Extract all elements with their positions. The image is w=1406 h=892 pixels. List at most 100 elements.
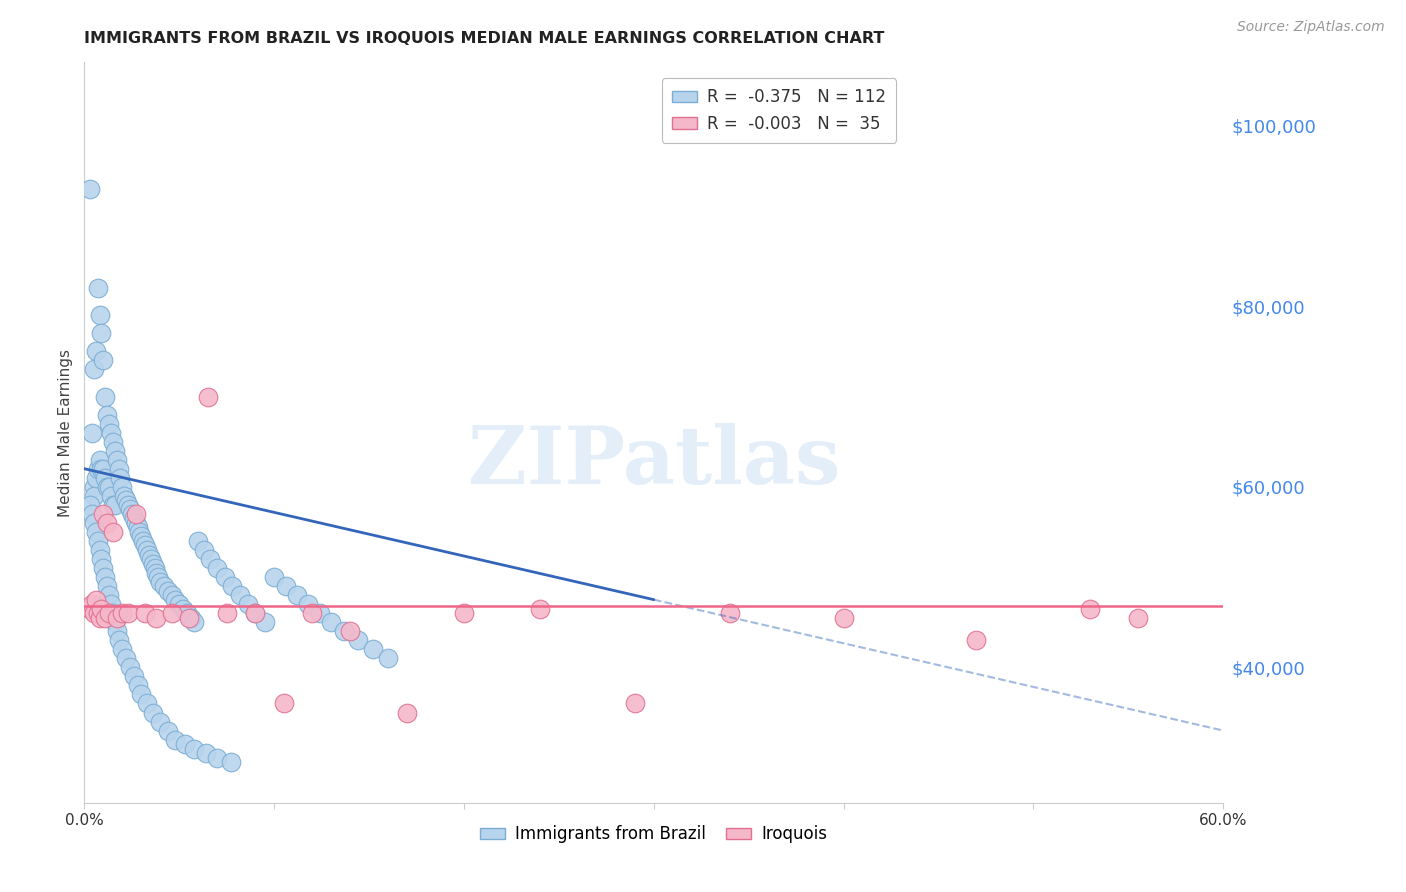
Point	[86, 461, 108, 475]
Point	[101, 606, 124, 620]
Point	[118, 660, 141, 674]
Point	[134, 539, 156, 553]
Point	[90, 326, 112, 341]
Point	[118, 502, 141, 516]
Point	[89, 452, 111, 467]
Point	[124, 516, 146, 530]
Y-axis label: Median Male Earnings: Median Male Earnings	[58, 349, 73, 516]
Point	[832, 610, 855, 624]
Point	[136, 697, 159, 711]
Point	[86, 281, 108, 295]
Point	[245, 606, 267, 620]
Point	[169, 597, 191, 611]
Point	[198, 552, 221, 566]
Point	[98, 480, 121, 494]
Point	[100, 597, 122, 611]
Point	[176, 606, 198, 620]
Point	[79, 601, 101, 615]
Point	[966, 633, 988, 648]
Point	[396, 706, 419, 720]
Point	[245, 606, 267, 620]
Point	[193, 543, 215, 558]
Point	[83, 362, 105, 376]
Point	[297, 597, 319, 611]
Point	[96, 408, 118, 422]
Point	[80, 597, 103, 611]
Point	[253, 615, 276, 630]
Point	[94, 570, 117, 584]
Point	[156, 723, 179, 738]
Point	[89, 543, 111, 558]
Point	[83, 606, 105, 620]
Point	[333, 624, 356, 639]
Point	[377, 651, 399, 665]
Point	[149, 574, 172, 589]
Point	[100, 489, 122, 503]
Point	[121, 507, 143, 521]
Point	[160, 606, 183, 620]
Point	[115, 493, 138, 508]
Point	[718, 606, 741, 620]
Point	[172, 601, 194, 615]
Point	[96, 516, 118, 530]
Point	[139, 552, 162, 566]
Point	[105, 452, 128, 467]
Point	[86, 606, 108, 620]
Point	[214, 570, 236, 584]
Point	[183, 615, 205, 630]
Point	[321, 615, 343, 630]
Point	[96, 579, 118, 593]
Point	[105, 610, 128, 624]
Point	[142, 557, 165, 571]
Point	[219, 755, 242, 769]
Point	[339, 624, 361, 639]
Point	[132, 533, 155, 548]
Text: IMMIGRANTS FROM BRAZIL VS IROQUOIS MEDIAN MALE EARNINGS CORRELATION CHART: IMMIGRANTS FROM BRAZIL VS IROQUOIS MEDIA…	[84, 31, 884, 46]
Point	[83, 516, 105, 530]
Point	[105, 624, 128, 639]
Point	[165, 592, 187, 607]
Point	[111, 480, 134, 494]
Point	[229, 588, 252, 602]
Point	[79, 182, 101, 196]
Point	[127, 678, 149, 692]
Point	[194, 746, 217, 760]
Point	[361, 642, 384, 657]
Point	[107, 633, 129, 648]
Point	[263, 570, 285, 584]
Point	[93, 353, 115, 368]
Point	[111, 642, 134, 657]
Point	[115, 651, 138, 665]
Point	[453, 606, 475, 620]
Point	[187, 533, 209, 548]
Point	[529, 601, 551, 615]
Point	[142, 706, 165, 720]
Point	[112, 489, 135, 503]
Point	[153, 579, 176, 593]
Point	[127, 520, 149, 534]
Point	[110, 471, 132, 485]
Point	[104, 615, 127, 630]
Point	[79, 498, 101, 512]
Point	[101, 524, 124, 539]
Point	[86, 533, 108, 548]
Point	[124, 507, 146, 521]
Point	[273, 697, 295, 711]
Point	[101, 434, 124, 449]
Point	[94, 390, 117, 404]
Point	[174, 737, 197, 751]
Point	[624, 697, 647, 711]
Point	[84, 344, 107, 359]
Point	[138, 548, 160, 562]
Point	[104, 443, 127, 458]
Point	[308, 606, 330, 620]
Point	[117, 606, 139, 620]
Point	[1126, 610, 1149, 624]
Point	[207, 750, 229, 764]
Point	[207, 561, 229, 575]
Point	[215, 606, 238, 620]
Point	[111, 606, 134, 620]
Point	[285, 588, 308, 602]
Point	[83, 489, 105, 503]
Point	[346, 633, 368, 648]
